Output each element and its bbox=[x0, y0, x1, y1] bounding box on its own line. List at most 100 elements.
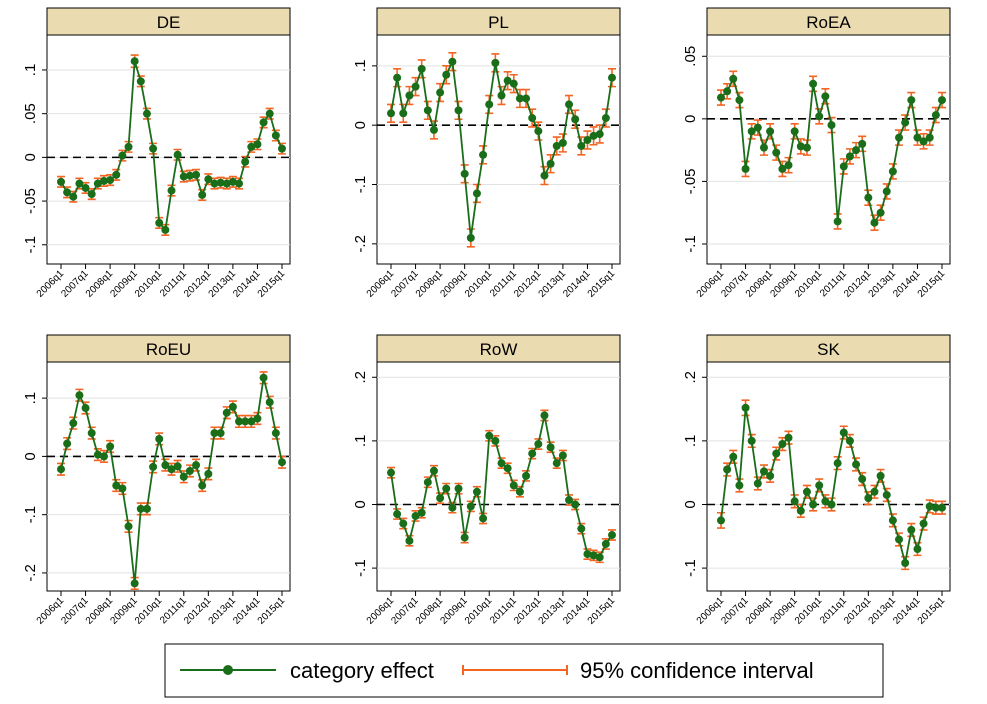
effect-point bbox=[778, 164, 787, 173]
effect-point bbox=[565, 496, 574, 505]
effect-point bbox=[778, 440, 787, 449]
effect-point bbox=[118, 484, 127, 493]
effect-point bbox=[503, 464, 512, 473]
y-tick-label: .1 bbox=[22, 392, 39, 405]
effect-point bbox=[185, 171, 194, 180]
effect-point bbox=[99, 176, 108, 185]
y-tick-label: .2 bbox=[682, 371, 699, 384]
effect-point bbox=[442, 484, 451, 493]
effect-point bbox=[75, 391, 84, 400]
effect-point bbox=[852, 460, 861, 469]
effect-point bbox=[784, 433, 793, 442]
effect-point bbox=[901, 559, 910, 568]
effect-point bbox=[142, 109, 151, 118]
legend-label: category effect bbox=[290, 658, 434, 683]
effect-point bbox=[179, 472, 188, 481]
effect-point bbox=[112, 481, 121, 490]
effect-point bbox=[198, 481, 207, 490]
effect-point bbox=[142, 504, 151, 513]
effect-point bbox=[387, 468, 395, 477]
effect-point bbox=[222, 179, 231, 188]
effect-point bbox=[601, 114, 610, 123]
effect-point bbox=[534, 127, 543, 136]
effect-point bbox=[589, 131, 598, 140]
effect-point bbox=[833, 217, 842, 226]
effect-point bbox=[845, 152, 854, 161]
effect-point bbox=[741, 164, 750, 173]
y-tick-label: 0 bbox=[682, 115, 699, 123]
effect-point bbox=[931, 503, 940, 512]
y-tick-label: -.1 bbox=[22, 236, 39, 254]
effect-point bbox=[522, 94, 531, 103]
effect-point bbox=[460, 169, 469, 178]
effect-point bbox=[827, 500, 836, 509]
panel-header bbox=[706, 334, 951, 363]
plot-area bbox=[46, 361, 291, 592]
effect-point bbox=[522, 471, 531, 480]
plot-area bbox=[706, 361, 951, 592]
effect-point bbox=[790, 497, 799, 506]
effect-point bbox=[149, 462, 158, 471]
effect-point bbox=[583, 550, 592, 559]
effect-point bbox=[571, 115, 580, 124]
effect-point bbox=[882, 187, 891, 196]
effect-point bbox=[423, 478, 432, 487]
effect-point bbox=[429, 125, 438, 134]
panel-header bbox=[46, 7, 291, 36]
effect-point bbox=[608, 531, 616, 540]
effect-point bbox=[228, 402, 237, 411]
effect-point bbox=[485, 100, 494, 109]
effect-point bbox=[747, 127, 756, 136]
effect-point bbox=[864, 494, 873, 503]
effect-point bbox=[552, 141, 561, 150]
effect-point bbox=[485, 431, 494, 440]
effect-point bbox=[558, 138, 567, 147]
effect-point bbox=[509, 79, 518, 88]
y-tick-label: .1 bbox=[352, 435, 369, 448]
effect-point bbox=[827, 121, 836, 130]
y-tick-label: 0 bbox=[352, 500, 369, 508]
effect-point bbox=[503, 76, 512, 85]
panel-title: SK bbox=[817, 340, 840, 359]
effect-point bbox=[106, 176, 115, 185]
effect-point bbox=[925, 133, 934, 142]
y-tick-label: .1 bbox=[352, 60, 369, 73]
effect-point bbox=[167, 465, 176, 474]
effect-point bbox=[772, 449, 781, 458]
effect-point bbox=[608, 73, 616, 82]
effect-point bbox=[69, 192, 78, 201]
effect-point bbox=[112, 170, 121, 179]
effect-point bbox=[497, 91, 506, 100]
effect-point bbox=[87, 190, 96, 199]
effect-point bbox=[241, 417, 250, 426]
y-tick-label: -.05 bbox=[22, 188, 39, 214]
panel-header bbox=[706, 7, 951, 36]
effect-point bbox=[546, 443, 555, 452]
y-tick-label: .1 bbox=[682, 435, 699, 448]
effect-point bbox=[271, 131, 280, 140]
effect-point bbox=[247, 142, 256, 151]
effect-point bbox=[124, 522, 133, 531]
y-tick-label: -.05 bbox=[682, 168, 699, 194]
panel-header bbox=[46, 334, 291, 363]
effect-point bbox=[99, 452, 108, 461]
effect-point bbox=[75, 179, 84, 188]
effect-point bbox=[448, 503, 457, 512]
effect-point bbox=[411, 511, 420, 520]
effect-point bbox=[466, 502, 475, 511]
effect-point bbox=[729, 452, 738, 461]
effect-point bbox=[179, 172, 188, 181]
effect-point bbox=[901, 118, 910, 127]
effect-point bbox=[271, 429, 280, 438]
effect-point bbox=[583, 136, 592, 145]
effect-point bbox=[472, 189, 481, 198]
effect-point bbox=[858, 139, 867, 148]
effect-point bbox=[423, 106, 432, 115]
effect-point bbox=[235, 417, 244, 426]
effect-point bbox=[155, 218, 164, 227]
effect-point bbox=[192, 461, 201, 470]
effect-point bbox=[192, 170, 201, 179]
effect-point bbox=[913, 133, 922, 142]
effect-point bbox=[753, 479, 762, 488]
effect-point bbox=[491, 436, 500, 445]
